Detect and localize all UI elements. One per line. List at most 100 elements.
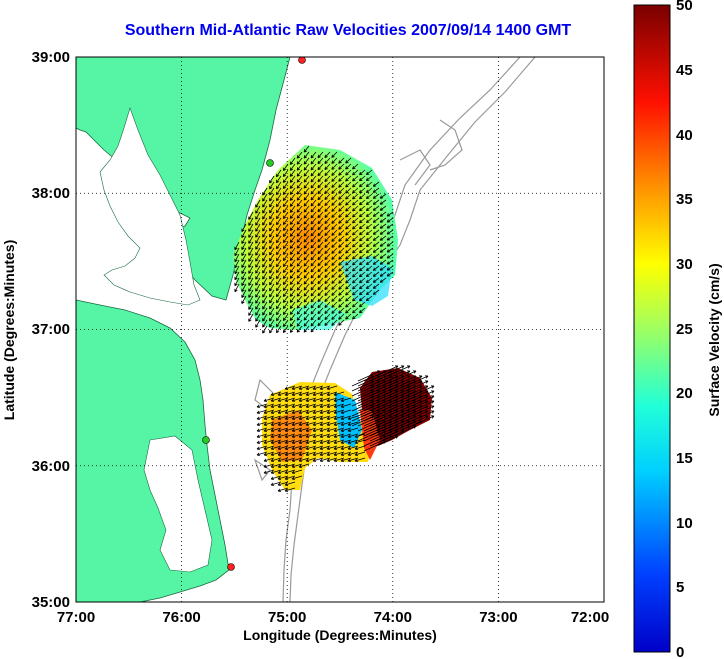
velocity-vector — [234, 247, 240, 257]
velocity-vector — [369, 425, 393, 437]
velocity-vector — [284, 403, 296, 409]
velocity-vector — [310, 151, 317, 159]
velocity-vector — [303, 283, 310, 291]
velocity-vector — [399, 410, 423, 422]
velocity-vector — [324, 199, 331, 207]
velocity-vector — [269, 301, 275, 310]
velocity-vector — [289, 283, 296, 291]
velocity-vector — [248, 307, 254, 316]
velocity-vector — [345, 241, 352, 248]
velocity-vector — [291, 409, 303, 415]
velocity-vector — [310, 301, 317, 309]
velocity-vector — [270, 433, 282, 439]
velocity-vector — [248, 217, 254, 226]
velocity-vector — [333, 391, 345, 397]
velocity-vector — [357, 400, 381, 412]
velocity-vector — [399, 390, 423, 402]
velocity-vector — [289, 259, 296, 267]
velocity-vector — [363, 410, 387, 422]
velocity-vector — [269, 295, 275, 304]
velocity-vector — [324, 301, 331, 309]
velocity-vector — [379, 217, 387, 223]
velocity-vector — [352, 265, 359, 272]
velocity-vector — [317, 277, 324, 285]
velocity-vector — [331, 253, 338, 260]
velocity-vector — [248, 295, 254, 304]
velocity-vector — [296, 211, 303, 219]
velocity-vector — [303, 313, 310, 321]
velocity-vector — [379, 229, 387, 235]
velocity-vector — [305, 403, 317, 409]
velocity-vector — [317, 253, 324, 261]
velocity-vector — [234, 253, 240, 263]
velocity-vector — [363, 380, 387, 392]
velocity-vector — [276, 223, 282, 232]
velocity-vector — [296, 175, 303, 183]
colorbar-tick: 10 — [676, 515, 693, 532]
velocity-vector — [255, 211, 261, 220]
velocity-vector — [262, 217, 268, 226]
velocity-vector — [296, 319, 303, 327]
velocity-vector — [324, 211, 331, 219]
velocity-vector — [347, 433, 359, 439]
velocity-vector — [291, 421, 303, 427]
velocity-vector — [324, 217, 331, 225]
x-axis-label: Longitude (Degrees:Minutes) — [243, 627, 437, 643]
y-tick-label: 36:00 — [32, 458, 70, 475]
colorbar-label: Surface Velocity (cm/s) — [706, 263, 722, 416]
velocity-vector — [291, 433, 303, 439]
velocity-vector — [256, 421, 268, 427]
velocity-vector — [331, 301, 338, 308]
velocity-vector — [296, 157, 303, 165]
velocity-vector — [365, 271, 373, 278]
velocity-vector — [317, 313, 324, 321]
velocity-vector — [312, 457, 324, 463]
velocity-vector — [317, 235, 324, 243]
velocity-vector — [255, 217, 261, 226]
velocity-vector — [289, 301, 296, 309]
velocity-vector — [399, 395, 423, 407]
velocity-vector — [289, 289, 296, 297]
velocity-vector — [345, 169, 352, 176]
velocity-vector — [338, 193, 345, 200]
velocity-vector — [324, 283, 331, 291]
velocity-vector — [298, 445, 310, 451]
velocity-vector — [303, 295, 310, 303]
velocity-vector — [282, 169, 289, 177]
velocity-vector — [248, 211, 254, 220]
velocity-vector — [345, 313, 352, 320]
colorbar-tick: 5 — [676, 579, 684, 596]
velocity-vector — [263, 421, 275, 427]
velocity-vector — [263, 451, 275, 457]
velocity-vector — [269, 199, 275, 208]
velocity-vector — [338, 283, 345, 290]
velocity-vector — [365, 187, 373, 194]
velocity-vector — [345, 193, 352, 200]
velocity-vector — [324, 151, 331, 159]
velocity-vector — [319, 409, 331, 415]
velocity-vector — [296, 265, 303, 273]
bathymetry-contours — [253, 57, 536, 602]
velocity-vector — [399, 385, 423, 397]
velocity-vector — [352, 241, 359, 248]
velocity-vector — [324, 307, 331, 315]
velocity-vector — [379, 259, 387, 265]
velocity-vector — [357, 415, 381, 427]
velocity-vector — [375, 410, 399, 422]
velocity-vector — [338, 289, 345, 296]
velocity-vector — [324, 295, 331, 303]
velocity-vector — [333, 397, 345, 403]
velocity-vector — [363, 375, 387, 387]
velocity-vector — [262, 187, 268, 196]
velocity-vector — [369, 435, 393, 447]
velocity-vector — [241, 265, 247, 274]
velocity-vector — [387, 405, 411, 417]
velocity-vector — [310, 205, 317, 213]
velocity-vector — [262, 265, 268, 274]
velocity-vector — [234, 259, 240, 269]
velocity-vector — [317, 169, 324, 177]
velocity-vector — [262, 193, 268, 202]
velocity-vector — [284, 451, 296, 457]
velocity-vector — [317, 319, 324, 327]
velocity-vector — [379, 241, 387, 247]
